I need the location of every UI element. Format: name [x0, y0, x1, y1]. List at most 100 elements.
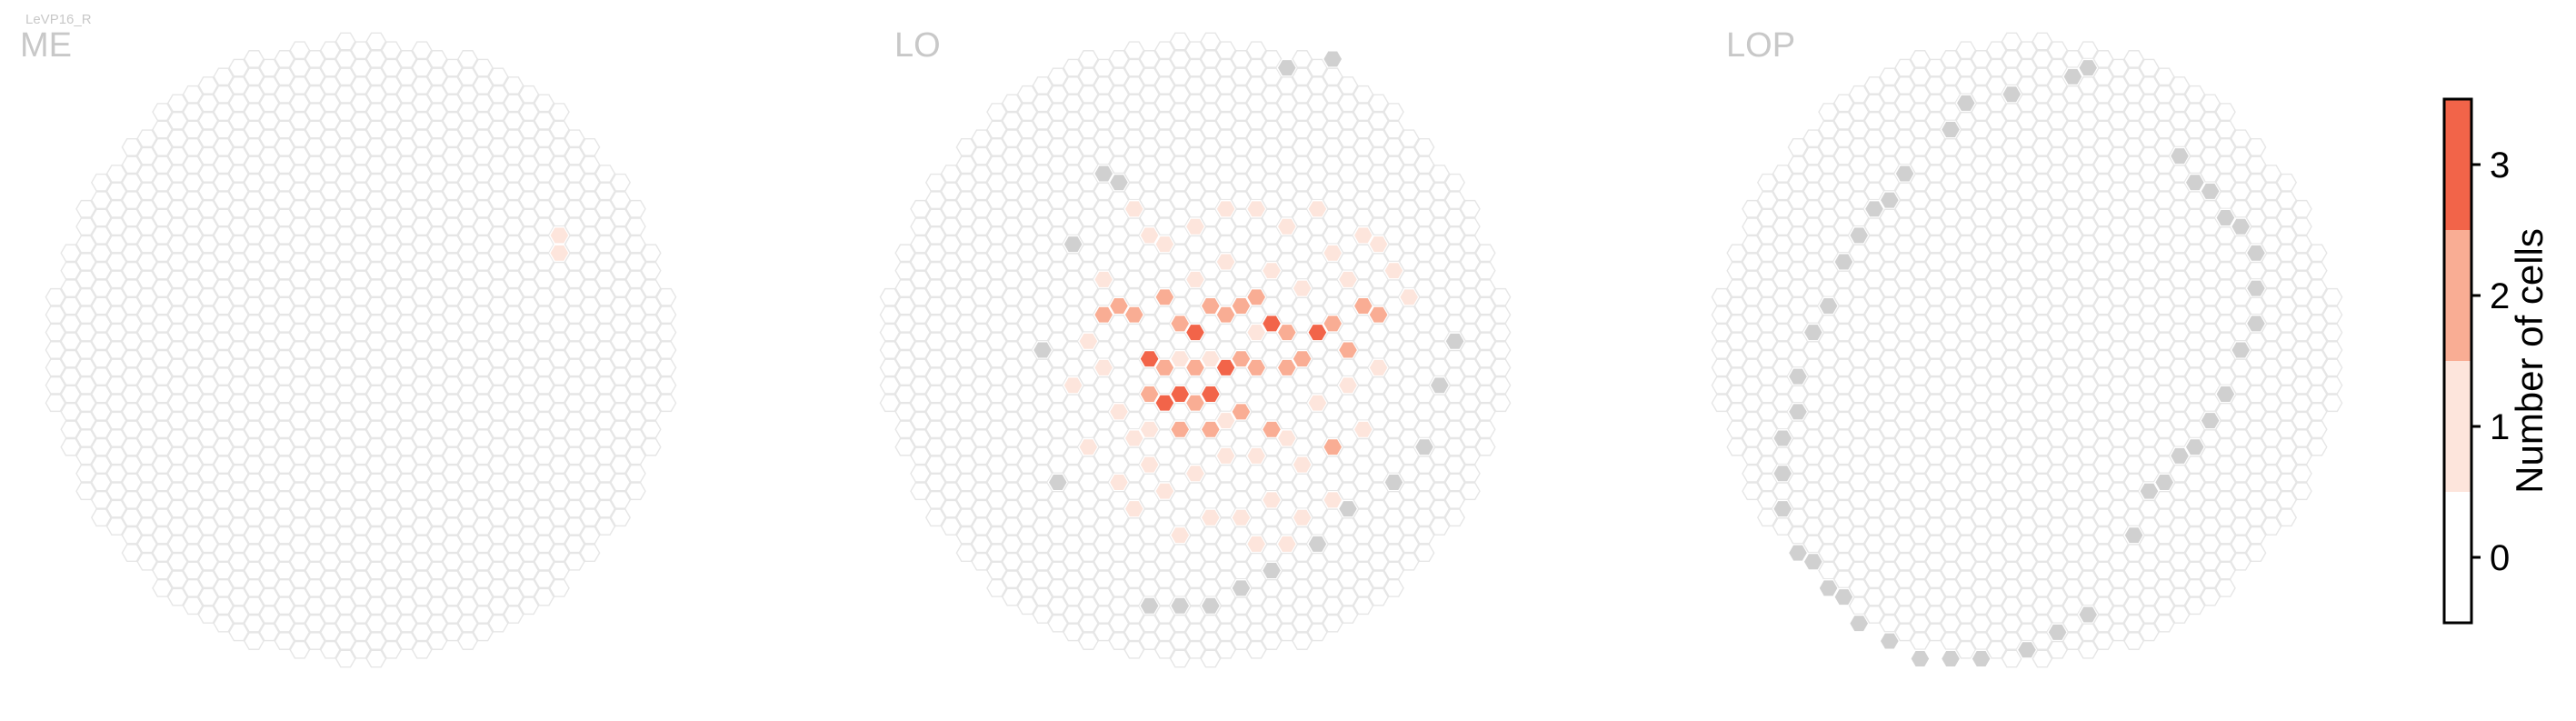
- hex-cell-empty: [1245, 394, 1267, 413]
- hex-cell-count-3: [1139, 349, 1161, 368]
- hex-cell-empty: [1848, 544, 1870, 562]
- hex-cell-empty: [289, 58, 311, 77]
- hex-cell-empty: [1077, 173, 1099, 192]
- hex-cell-empty: [503, 270, 524, 289]
- hex-cell-empty: [166, 394, 188, 413]
- hex-cell-empty: [1047, 561, 1069, 580]
- hex-cell-empty: [289, 429, 311, 447]
- hex-cell-empty: [243, 208, 265, 227]
- hex-cell-empty: [1093, 429, 1114, 447]
- hex-cell-empty: [90, 437, 112, 456]
- hex-cell-empty: [289, 94, 311, 113]
- hex-cell-empty: [1879, 279, 1901, 297]
- hex-cell-count-1: [1368, 358, 1390, 377]
- hex-cell-empty: [1230, 332, 1252, 351]
- hex-cell-empty: [1108, 103, 1130, 121]
- hex-cell-empty: [1429, 217, 1451, 236]
- hex-cell-empty: [274, 173, 295, 192]
- hex-cell-empty: [579, 208, 601, 227]
- hex-cell-empty: [274, 332, 295, 351]
- hex-cell-empty: [319, 570, 341, 589]
- hex-cell-empty: [1337, 570, 1359, 589]
- hex-cell-empty: [1063, 341, 1084, 359]
- hex-cell-empty: [1772, 235, 1793, 254]
- hex-cell-empty: [548, 491, 570, 509]
- hex-cell-empty: [1230, 385, 1252, 404]
- hex-cell-empty: [986, 544, 1008, 562]
- hex-cell-empty: [1802, 253, 1824, 271]
- hex-cell-empty: [940, 411, 962, 430]
- hex-cell-empty: [1230, 315, 1252, 333]
- hex-cell-empty: [1169, 208, 1191, 227]
- hex-cell-empty: [564, 446, 585, 466]
- hex-cell-empty: [1200, 632, 1222, 650]
- hex-cell-empty: [228, 606, 250, 624]
- hex-cell-empty: [395, 420, 417, 439]
- hex-cell-empty: [564, 146, 585, 165]
- hex-cell-empty: [1276, 606, 1298, 624]
- hex-cell-empty: [1032, 606, 1053, 624]
- hex-cell-empty: [564, 217, 585, 236]
- hex-cell-empty: [1726, 420, 1748, 439]
- hex-cell-empty: [105, 464, 127, 483]
- hex-cell-empty: [258, 464, 280, 483]
- hex-cell-empty: [1413, 279, 1435, 297]
- hex-cell-empty: [1169, 456, 1191, 474]
- hex-cell-empty: [1108, 420, 1130, 439]
- hex-cell-empty: [426, 315, 448, 333]
- hex-cell-empty: [610, 173, 632, 192]
- hex-cell-empty: [986, 508, 1008, 527]
- hex-cell-empty: [1772, 270, 1793, 289]
- hex-cell-empty: [1490, 358, 1512, 377]
- hex-cell-empty: [1459, 323, 1481, 342]
- hex-cell-empty: [1292, 596, 1313, 616]
- hex-cell-empty: [1261, 279, 1283, 297]
- hex-cell-empty: [1368, 552, 1390, 571]
- hex-cell-empty: [1383, 526, 1404, 545]
- hex-cell-empty: [1200, 244, 1222, 263]
- hex-cell-empty: [1337, 165, 1359, 183]
- hex-cell-empty: [1322, 296, 1343, 315]
- hex-cell-empty: [1123, 217, 1145, 236]
- hex-cell-empty: [289, 358, 311, 377]
- hex-cell-empty: [1353, 579, 1374, 597]
- hex-cell-out-of-roi: [1832, 253, 1854, 271]
- hex-cell-empty: [1200, 561, 1222, 580]
- hex-cell-empty: [258, 429, 280, 447]
- hex-cell-empty: [624, 358, 646, 377]
- hex-cell-empty: [426, 85, 448, 104]
- hex-cell-empty: [1215, 587, 1237, 606]
- hex-cell-empty: [1047, 596, 1069, 616]
- hex-cell-empty: [1230, 261, 1252, 280]
- hex-cell-empty: [1413, 526, 1435, 545]
- hex-cell-empty: [971, 482, 993, 501]
- hex-cell-empty: [1032, 235, 1053, 254]
- hex-cell-empty: [182, 244, 204, 263]
- hex-cell-empty: [1063, 429, 1084, 447]
- hex-cell-empty: [213, 120, 235, 139]
- hex-cell-empty: [305, 614, 326, 633]
- hex-cell-empty: [986, 349, 1008, 368]
- hex-cell-empty: [1153, 129, 1175, 148]
- hex-cell-empty: [1184, 411, 1206, 430]
- hex-cell-empty: [1742, 482, 1763, 501]
- hex-cell-empty: [1322, 191, 1343, 209]
- hex-cell-empty: [1230, 67, 1252, 86]
- hex-cell-empty: [640, 244, 662, 263]
- hex-cell-count-1: [548, 244, 570, 263]
- hex-cell-empty: [1032, 429, 1053, 447]
- hex-cell-empty: [105, 394, 127, 413]
- hex-cell-empty: [1787, 279, 1809, 297]
- hex-cell-empty: [1429, 199, 1451, 218]
- hex-cell-empty: [1093, 182, 1114, 201]
- hex-cell-empty: [213, 279, 235, 297]
- hex-cell-empty: [60, 332, 82, 351]
- hex-cell-empty: [1153, 570, 1175, 589]
- hex-cell-empty: [1001, 323, 1023, 342]
- hex-cell-empty: [986, 296, 1008, 315]
- hex-cell-empty: [610, 296, 632, 315]
- hex-cell-empty: [1306, 606, 1328, 624]
- hex-cell-empty: [624, 394, 646, 413]
- hex-cell-empty: [426, 191, 448, 209]
- hex-cell-empty: [365, 385, 387, 404]
